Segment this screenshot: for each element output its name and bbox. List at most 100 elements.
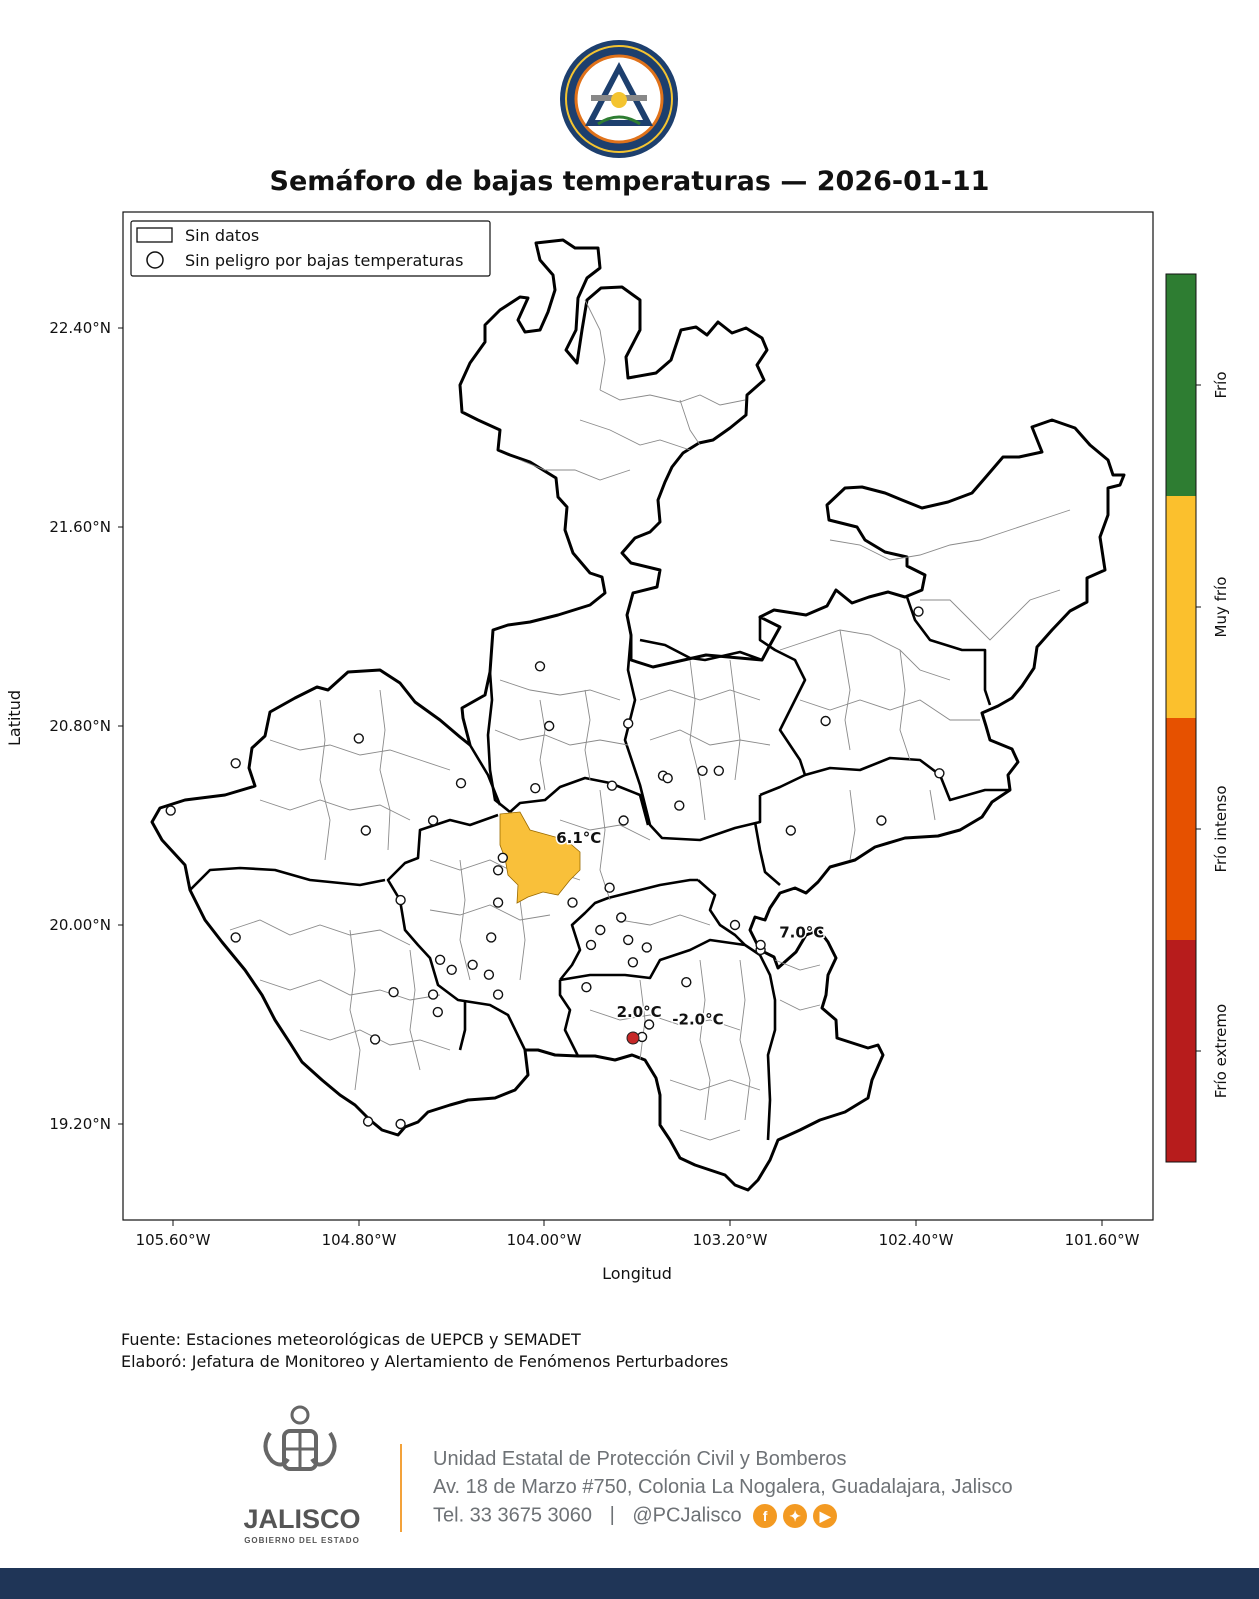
bottom-brand-bar [0, 1568, 1259, 1599]
legend-station-symbol [146, 251, 164, 269]
station-marker [486, 932, 497, 943]
colorbar-segment-frio-extremo [1166, 940, 1196, 1162]
station-marker [623, 718, 634, 729]
youtube-icon[interactable]: ▶ [813, 1504, 838, 1528]
station-marker [581, 982, 592, 993]
station-marker [434, 954, 446, 965]
credit-line: Elaboró: Jefatura de Monitoreo y Alertam… [121, 1352, 729, 1371]
station-marker [362, 1116, 374, 1127]
station-marker [395, 894, 406, 906]
station-marker [934, 768, 945, 779]
y-tick-label: 20.80°N [49, 717, 111, 735]
station-marker [662, 773, 673, 784]
x-axis-title: Longitud [602, 1264, 672, 1283]
colorbar-segment-frio [1166, 274, 1196, 496]
legend-no-data-label: Sin datos [185, 226, 259, 245]
x-tick-label: 104.80°W [322, 1231, 397, 1249]
station-marker [697, 765, 708, 776]
map-title: Semáforo de bajas temperaturas — 2026-01… [269, 166, 990, 197]
x-tick-label: 103.20°W [693, 1231, 768, 1249]
station-marker [230, 932, 241, 943]
station-marker [755, 939, 766, 951]
station-marker [876, 815, 887, 826]
municipal-boundaries [229, 299, 1071, 1141]
station-marker [497, 852, 508, 863]
y-tick-label: 20.00°N [49, 916, 111, 934]
x-tick-label: 102.40°W [879, 1231, 954, 1249]
station-marker [674, 800, 685, 811]
station-marker [643, 1019, 655, 1030]
colorbar: Frío Muy frío Frío intenso Frío extremo [1165, 273, 1230, 1163]
station-marker [713, 765, 724, 776]
station-marker [534, 661, 546, 672]
station-marker [913, 606, 924, 617]
temperature-labels: 6.1°C 7.0°C 2.0°C -2.0°C [555, 827, 826, 1030]
station-marker [604, 882, 615, 893]
station-marker [467, 959, 478, 970]
temperature-label: 7.0°C [779, 923, 824, 941]
station-marker [492, 989, 504, 1000]
station-marker [530, 783, 541, 794]
station-marker [230, 758, 241, 769]
temperature-label: 6.1°C [556, 829, 601, 847]
station-marker [360, 825, 371, 836]
station-marker [641, 942, 652, 953]
station-marker [618, 815, 629, 826]
legend-box [130, 220, 491, 277]
station-marker [567, 897, 578, 908]
footer-org-name: Unidad Estatal de Protección Civil y Bom… [433, 1448, 847, 1470]
station-marker [820, 715, 831, 727]
temperature-label: -2.0°C [672, 1011, 723, 1029]
y-tick-label: 22.40°N [49, 319, 111, 337]
y-tick-label: 21.60°N [49, 518, 111, 536]
y-axis: 22.40°N 21.60°N 20.80°N 20.00°N 19.20°N … [5, 319, 123, 1133]
footer-contact-row: Tel. 33 3675 3060 | @PCJalisco f ✦ ▶ [433, 1504, 838, 1528]
station-marker [353, 733, 364, 744]
footer-handle[interactable]: @PCJalisco [632, 1504, 742, 1527]
station-marker [616, 912, 627, 923]
extreme-cold-marker [626, 1031, 640, 1045]
footer-address: Av. 18 de Marzo #750, Colonia La Nogaler… [433, 1476, 1013, 1498]
jalisco-coat-of-arms-logo [263, 1405, 337, 1471]
colorbar-label-frio: Frío [1212, 371, 1230, 398]
map-figure: 6.1°C 7.0°C 2.0°C -2.0°C Sin datos Sin peli… [5, 211, 1230, 1283]
colorbar-label-muy-frio: Muy frío [1212, 577, 1230, 638]
footer-separator: | [609, 1504, 615, 1527]
station-marker [492, 897, 504, 908]
station-marker [627, 957, 639, 968]
station-marker [623, 934, 634, 946]
jalisco-logo-subtitle: GOBIERNO DEL ESTADO [244, 1536, 360, 1545]
state-outline [150, 238, 1126, 1192]
station-marker [446, 964, 457, 975]
source-line: Fuente: Estaciones meteorológicas de UEP… [121, 1330, 581, 1349]
station-marker [427, 989, 439, 1000]
legend-no-data-swatch [136, 227, 173, 243]
station-marker [585, 939, 597, 951]
station-marker [492, 865, 504, 876]
colorbar-label-frio-extremo: Frío extremo [1212, 1004, 1230, 1098]
legend-no-danger-label: Sin peligro por bajas temperaturas [185, 251, 463, 270]
station-marker [595, 924, 606, 936]
colorbar-segment-frio-intenso [1166, 718, 1196, 940]
station-marker [606, 780, 618, 791]
station-markers [165, 606, 945, 1130]
station-marker [427, 815, 439, 826]
x-axis: 105.60°W 104.80°W 104.00°W 103.20°W 102.… [136, 1220, 1140, 1283]
station-marker [388, 987, 399, 998]
station-marker [544, 720, 555, 732]
station-marker [432, 1006, 443, 1018]
station-marker [165, 805, 176, 816]
station-marker [785, 825, 796, 836]
agency-seal-logo [560, 40, 678, 158]
region-boundaries [189, 596, 1010, 1141]
footer-phone: Tel. 33 3675 3060 [433, 1504, 593, 1527]
temperature-label: 2.0°C [617, 1003, 662, 1021]
twitter-icon[interactable]: ✦ [783, 1504, 808, 1528]
facebook-icon[interactable]: f [753, 1504, 778, 1528]
y-tick-label: 19.20°N [49, 1115, 111, 1133]
footer-divider [400, 1444, 402, 1532]
x-tick-label: 101.60°W [1065, 1231, 1140, 1249]
station-marker [729, 919, 741, 931]
jalisco-logo-word: JALISCO [243, 1504, 361, 1534]
station-marker [395, 1118, 406, 1130]
